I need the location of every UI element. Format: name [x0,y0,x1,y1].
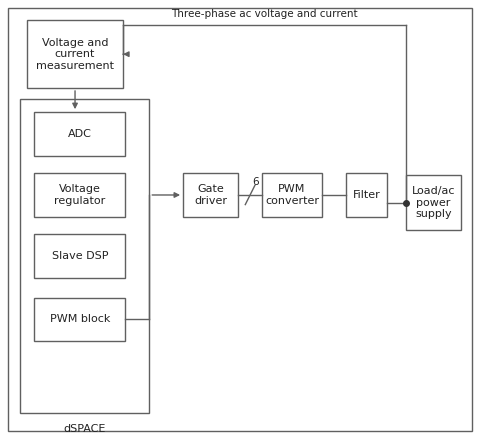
Text: Three-phase ac voltage and current: Three-phase ac voltage and current [171,10,357,19]
FancyBboxPatch shape [34,112,125,155]
Text: PWM
converter: PWM converter [264,184,318,206]
Text: Filter: Filter [352,190,380,200]
FancyBboxPatch shape [8,8,471,431]
FancyBboxPatch shape [182,173,238,217]
Text: Load/ac
power
supply: Load/ac power supply [411,186,455,219]
Text: Voltage
regulator: Voltage regulator [54,184,105,206]
Text: ADC: ADC [68,129,92,139]
Text: PWM block: PWM block [49,314,110,325]
FancyBboxPatch shape [27,20,123,88]
Text: Voltage and
current
measurement: Voltage and current measurement [36,38,114,71]
FancyBboxPatch shape [34,297,125,341]
Text: Slave DSP: Slave DSP [51,251,108,261]
FancyBboxPatch shape [34,173,125,217]
FancyBboxPatch shape [262,173,322,217]
Text: 6: 6 [252,177,258,187]
Text: dSPACE: dSPACE [63,424,106,434]
FancyBboxPatch shape [34,234,125,278]
FancyBboxPatch shape [405,175,460,230]
FancyBboxPatch shape [20,99,149,413]
Text: Gate
driver: Gate driver [193,184,227,206]
FancyBboxPatch shape [345,173,386,217]
